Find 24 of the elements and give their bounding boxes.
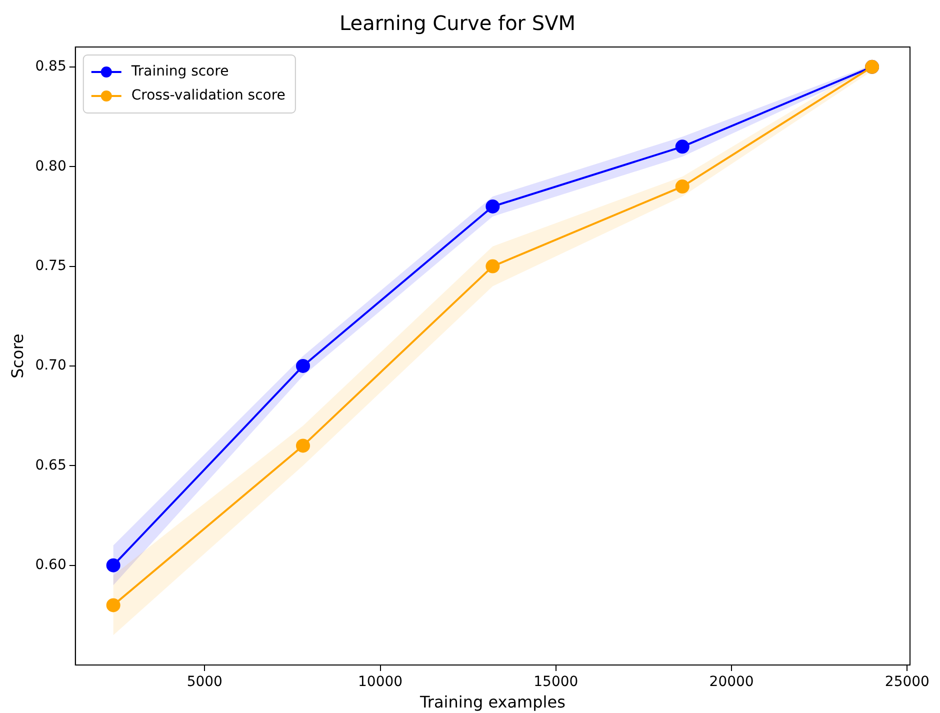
legend-label: Cross-validation score	[131, 88, 286, 104]
y-axis-title: Score	[8, 334, 27, 378]
point	[296, 438, 310, 453]
chart-title: Learning Curve for SVM	[339, 11, 576, 36]
x-axis-title: Training examples	[418, 692, 566, 712]
x-tick-label: 25000	[884, 674, 930, 690]
x-tick-label: 15000	[534, 674, 578, 690]
y-tick-label: 0.80	[35, 158, 66, 174]
y-tick-label: 0.70	[35, 358, 66, 374]
x-tick-label: 5000	[186, 674, 222, 690]
point	[486, 199, 500, 214]
y-tick-label: 0.75	[35, 258, 66, 274]
point	[675, 180, 690, 194]
x-tick-label: 10000	[358, 674, 403, 690]
x-tick-label: 20000	[709, 674, 754, 690]
y-tick-label: 0.60	[35, 556, 66, 573]
point	[106, 598, 120, 612]
point	[486, 259, 500, 274]
point	[296, 358, 310, 373]
y-tick-label: 0.85	[35, 58, 66, 75]
legend-label: Training score	[130, 64, 229, 80]
point	[675, 140, 690, 154]
point	[106, 558, 120, 572]
y-tick-label: 0.65	[35, 457, 66, 474]
